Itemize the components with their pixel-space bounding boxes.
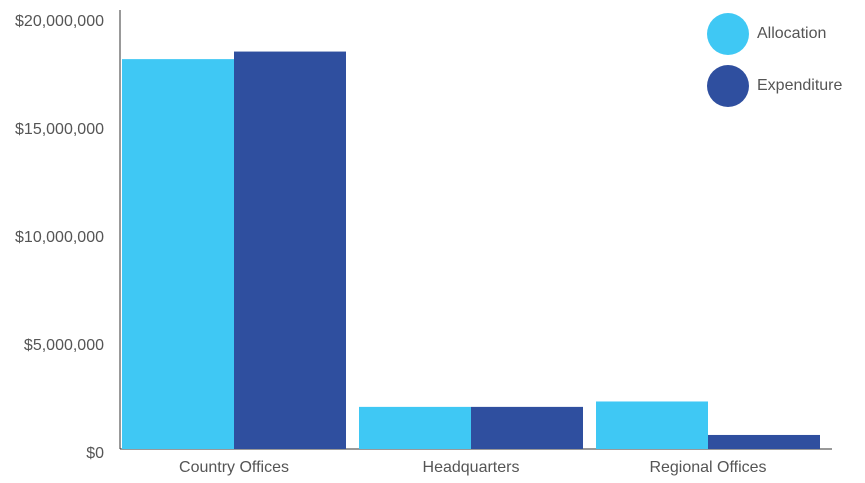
y-tick-label: $10,000,000 [15,229,104,246]
bar [234,51,346,450]
y-tick-label: $15,000,000 [15,121,104,138]
x-tick-label: Regional Offices [649,459,766,476]
legend-label: Allocation [757,25,826,42]
bar [122,59,234,450]
y-tick-label: $5,000,000 [24,337,104,354]
bar [471,406,583,449]
legend-swatch [707,65,749,107]
y-tick-label: $0 [86,445,104,462]
bar [359,406,471,449]
bar [708,434,820,449]
x-tick-label: Headquarters [423,459,520,476]
legend-label: Expenditure [757,77,842,94]
y-tick-label: $20,000,000 [15,13,104,30]
legend-swatch [707,13,749,55]
x-tick-label: Country Offices [179,459,289,476]
bar [596,401,708,449]
